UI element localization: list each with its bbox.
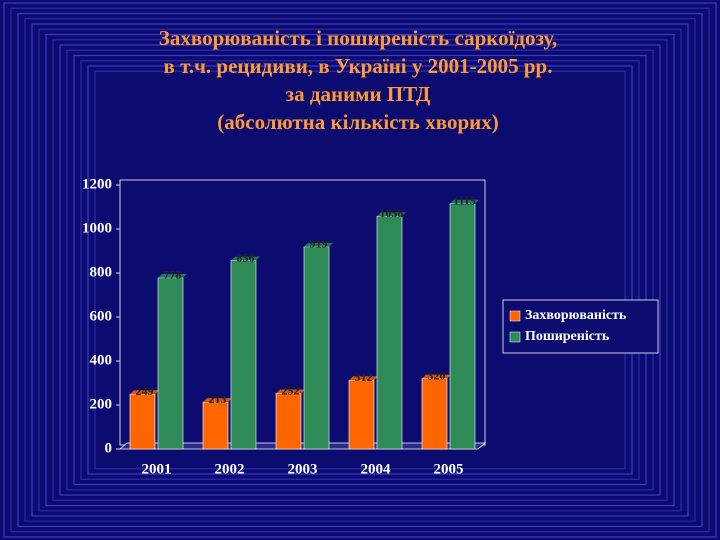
bar — [157, 277, 184, 450]
value-label: 778 — [164, 268, 182, 282]
title-line: за даними ПТД — [286, 82, 431, 106]
frame — [45, 33, 675, 507]
y-tick-label: 1000 — [82, 220, 112, 236]
legend-label: Захворюваність — [525, 308, 627, 323]
value-label: 320 — [428, 368, 446, 382]
frame — [66, 49, 654, 491]
title-line: Захворюваність і поширеність саркоїдозу, — [159, 26, 557, 50]
y-tick-label: 0 — [105, 440, 113, 456]
bar-top — [349, 376, 378, 381]
frame — [17, 12, 703, 528]
frame — [31, 23, 689, 517]
x-tick-label: 2004 — [361, 461, 392, 477]
value-label: 1058 — [380, 206, 404, 220]
value-label: 213 — [209, 392, 227, 406]
value-label: 856 — [237, 250, 255, 264]
bar-top — [130, 390, 159, 395]
frame — [59, 44, 661, 496]
legend-swatch — [509, 310, 521, 322]
frame — [73, 54, 647, 486]
y-tick-label: 800 — [90, 264, 113, 280]
bar-top — [304, 242, 333, 247]
y-tick-label: 1200 — [82, 176, 112, 192]
frame — [3, 2, 717, 538]
frame — [87, 65, 633, 475]
bar-top — [450, 199, 479, 204]
x-tick-label: 2001 — [142, 461, 172, 477]
background-frames — [3, 2, 717, 538]
value-label: 312 — [355, 370, 373, 384]
value-label: 249 — [136, 384, 154, 398]
bar — [129, 393, 156, 450]
bar-top — [203, 398, 232, 403]
bar — [449, 203, 476, 450]
x-tick-label: 2003 — [288, 461, 318, 477]
title-line: (абсолютна кількість хворих) — [217, 110, 498, 134]
bar — [421, 378, 448, 450]
frame — [24, 18, 696, 522]
value-label: 919 — [310, 237, 328, 251]
value-label: 252 — [282, 383, 300, 397]
bar-top — [276, 389, 305, 394]
bar-top — [231, 256, 260, 261]
frame — [10, 7, 710, 533]
bar-top — [422, 374, 451, 379]
bar — [303, 246, 330, 450]
title-line: в т.ч. рецидиви, в Україні у 2001-2005 р… — [164, 54, 553, 78]
y-tick-label: 600 — [90, 308, 113, 324]
legend-label: Поширеність — [525, 329, 610, 344]
bar — [230, 260, 257, 450]
bar-top — [377, 212, 406, 217]
bar — [202, 401, 229, 450]
bar — [376, 215, 403, 450]
frame — [94, 70, 626, 470]
frame — [38, 28, 682, 512]
y-tick-label: 200 — [90, 396, 113, 412]
bar-top — [158, 273, 187, 278]
value-label: 1115 — [453, 193, 476, 207]
legend — [502, 299, 659, 354]
legend-swatch — [509, 331, 521, 343]
x-tick-label: 2002 — [215, 461, 245, 477]
bar — [275, 393, 302, 450]
bar — [348, 380, 375, 450]
x-tick-label: 2005 — [434, 461, 464, 477]
title: Захворюваність і поширеність саркоїдозу,… — [159, 26, 557, 134]
y-tick-label: 400 — [90, 352, 113, 368]
frame — [52, 39, 668, 501]
frame — [80, 60, 640, 480]
